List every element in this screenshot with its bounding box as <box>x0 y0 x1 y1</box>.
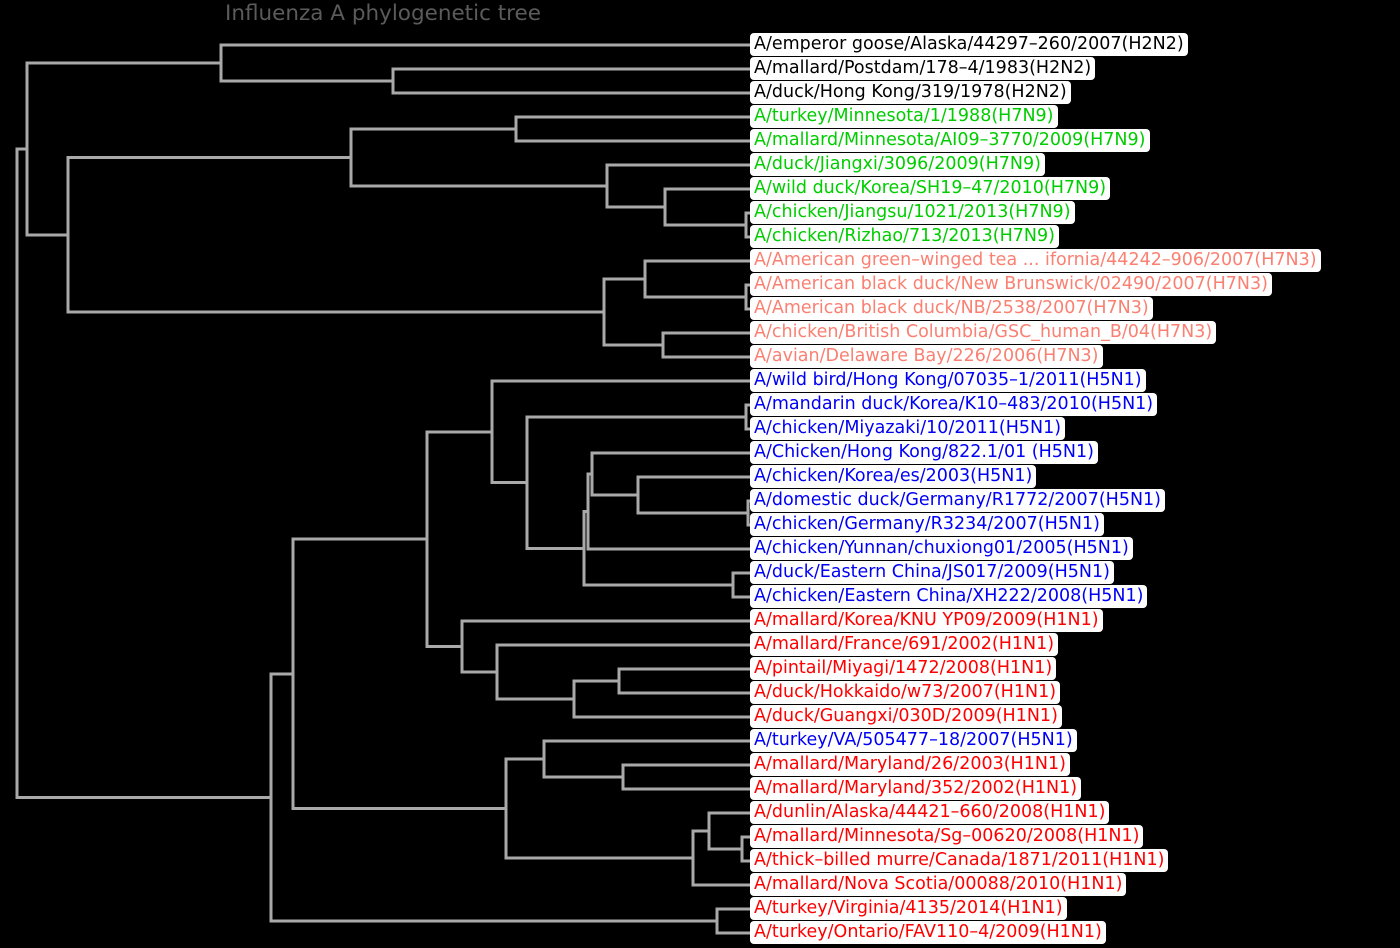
leaf-label: A/duck/Hokkaido/w73/2007(H1N1) <box>750 681 1061 704</box>
leaf-label: A/chicken/Germany/R3234/2007(H5N1) <box>750 513 1104 536</box>
tree-branch <box>605 163 750 209</box>
tree-branch <box>740 835 750 863</box>
plot-title: Influenza A phylogenetic tree <box>225 1 541 26</box>
leaf-label: A/chicken/Rizhao/713/2013(H7N9) <box>750 225 1059 248</box>
leaf-label: A/chicken/Miyazaki/10/2011(H5N1) <box>750 417 1066 440</box>
tree-branch <box>495 643 750 701</box>
tree-branch <box>636 475 750 515</box>
leaf-label: A/duck/Jiangxi/3096/2009(H7N9) <box>750 153 1045 176</box>
leaf-label: A/mallard/Postdam/178–4/1983(H2N2) <box>750 57 1096 80</box>
leaf-label: A/thick–billed murre/Canada/1871/2011(H1… <box>750 849 1169 872</box>
leaf-label: A/American green–winged tea ... ifornia/… <box>750 249 1321 272</box>
tree-branch <box>542 739 750 779</box>
leaf-label: A/domestic duck/Germany/R1772/2007(H5N1) <box>750 489 1166 512</box>
tree-branch <box>602 277 663 347</box>
leaf-label: A/Chicken/Hong Kong/822.1/01 (H5N1) <box>750 441 1098 464</box>
tree-branch <box>617 667 750 695</box>
leaf-label: A/duck/Guangxi/030D/2009(H1N1) <box>750 705 1062 728</box>
leaf-label: A/mallard/Korea/KNU YP09/2009(H1N1) <box>750 609 1103 632</box>
tree-branch <box>269 672 717 923</box>
leaf-label: A/mallard/Minnesota/Sg–00620/2008(H1N1) <box>750 825 1144 848</box>
leaf-label: A/chicken/British Columbia/GSC_human_B/0… <box>750 321 1217 344</box>
tree-branch <box>349 127 607 188</box>
leaf-label: A/chicken/Korea/es/2003(H5N1) <box>750 465 1037 488</box>
tree-branch <box>643 259 750 299</box>
tree-branch <box>66 156 604 314</box>
leaf-label: A/mallard/Maryland/26/2003(H1N1) <box>750 753 1070 776</box>
tree-branch <box>590 451 750 497</box>
leaf-label: A/duck/Hong Kong/319/1978(H2N2) <box>750 81 1071 104</box>
tree-branch <box>663 187 750 227</box>
leaf-label: A/dunlin/Alaska/44421–660/2008(H1N1) <box>750 801 1110 824</box>
leaf-label: A/mallard/Minnesota/AI09–3770/2009(H7N9) <box>750 129 1150 152</box>
leaf-label: A/turkey/Ontario/FAV110–4/2009(H1N1) <box>750 921 1106 944</box>
leaf-label: A/pintail/Miyagi/1472/2008(H1N1) <box>750 657 1057 680</box>
tree-branch <box>514 115 750 143</box>
leaf-label: A/chicken/Eastern China/XH222/2008(H5N1) <box>750 585 1148 608</box>
leaf-label: A/chicken/Jiangsu/1021/2013(H7N9) <box>750 201 1075 224</box>
leaf-label: A/mallard/Nova Scotia/00088/2010(H1N1) <box>750 873 1127 896</box>
tree-branch <box>661 331 750 359</box>
leaf-label: A/turkey/Virginia/4135/2014(H1N1) <box>750 897 1067 920</box>
tree-branch <box>391 67 750 95</box>
leaf-label: A/duck/Eastern China/JS017/2009(H5N1) <box>750 561 1114 584</box>
leaf-label: A/turkey/VA/505477–18/2007(H5N1) <box>750 729 1077 752</box>
tree-branch <box>731 571 750 599</box>
leaf-label: A/wild duck/Korea/SH19–47/2010(H7N9) <box>750 177 1111 200</box>
leaf-label: A/turkey/Minnesota/1/1988(H7N9) <box>750 105 1058 128</box>
leaf-label: A/emperor goose/Alaska/44297–260/2007(H2… <box>750 33 1188 56</box>
leaf-label: A/mallard/Maryland/352/2002(H1N1) <box>750 777 1082 800</box>
leaf-label: A/American black duck/New Brunswick/0249… <box>750 273 1272 296</box>
tree-branch <box>504 757 693 860</box>
tree-branch <box>715 907 750 935</box>
tree-branch <box>621 763 750 791</box>
leaf-label: A/avian/Delaware Bay/226/2006(H7N3) <box>750 345 1103 368</box>
tree-branch <box>219 43 750 83</box>
leaf-label: A/American black duck/NB/2538/2007(H7N3) <box>750 297 1153 320</box>
tree-branch <box>572 679 750 719</box>
leaf-label: A/wild bird/Hong Kong/07035–1/2011(H5N1) <box>750 369 1146 392</box>
leaf-label: A/mallard/France/691/2002(H1N1) <box>750 633 1059 656</box>
tree-branch <box>707 811 750 851</box>
tree-branch <box>15 147 271 799</box>
tree-branch <box>25 61 221 237</box>
leaf-label: A/mandarin duck/Korea/K10–483/2010(H5N1) <box>750 393 1158 416</box>
leaf-label: A/chicken/Yunnan/chuxiong01/2005(H5N1) <box>750 537 1133 560</box>
tree-branch <box>490 379 750 485</box>
tree-branch <box>291 537 506 810</box>
tree-branch <box>425 430 492 648</box>
